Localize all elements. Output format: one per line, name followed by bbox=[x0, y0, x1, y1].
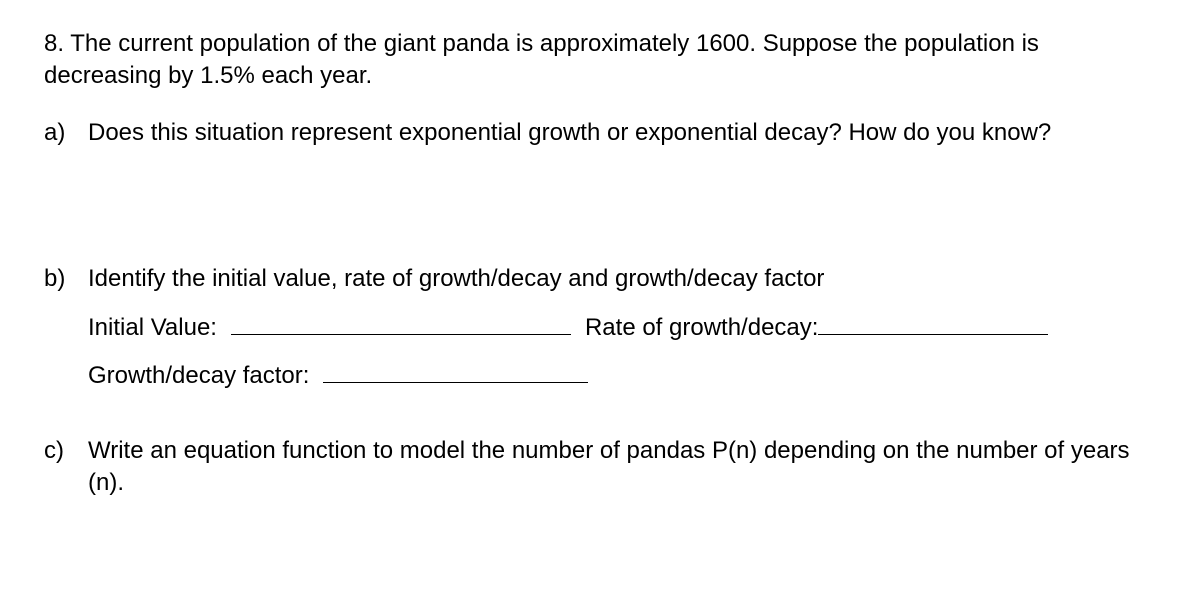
factor-label: Growth/decay factor: bbox=[88, 360, 309, 392]
initial-value-label: Initial Value: bbox=[88, 312, 217, 344]
initial-value-blank[interactable] bbox=[231, 310, 571, 335]
question-intro-text: The current population of the giant pand… bbox=[44, 30, 1039, 89]
part-b-row1: Initial Value: Rate of growth/decay: bbox=[88, 310, 1156, 345]
part-b-row2: Growth/decay factor: bbox=[88, 358, 1156, 393]
rate-label: Rate of growth/decay: bbox=[585, 312, 818, 344]
worksheet-page: 8. The current population of the giant p… bbox=[0, 0, 1200, 538]
question-number: 8. bbox=[44, 30, 64, 57]
rate-blank[interactable] bbox=[818, 310, 1048, 335]
part-a-text: Does this situation represent exponentia… bbox=[88, 117, 1156, 149]
answer-space-a bbox=[44, 167, 1156, 263]
spacer-bc bbox=[44, 425, 1156, 435]
part-b: b) Identify the initial value, rate of g… bbox=[44, 263, 1156, 407]
part-b-prompt: Identify the initial value, rate of grow… bbox=[88, 263, 1156, 295]
question-intro: 8. The current population of the giant p… bbox=[44, 28, 1156, 93]
part-c-text: Write an equation function to model the … bbox=[88, 435, 1156, 500]
part-b-body: Identify the initial value, rate of grow… bbox=[88, 263, 1156, 407]
part-b-label: b) bbox=[44, 263, 88, 295]
factor-blank[interactable] bbox=[323, 358, 588, 383]
part-a: a) Does this situation represent exponen… bbox=[44, 117, 1156, 149]
part-a-label: a) bbox=[44, 117, 88, 149]
part-c-label: c) bbox=[44, 435, 88, 467]
part-c: c) Write an equation function to model t… bbox=[44, 435, 1156, 500]
